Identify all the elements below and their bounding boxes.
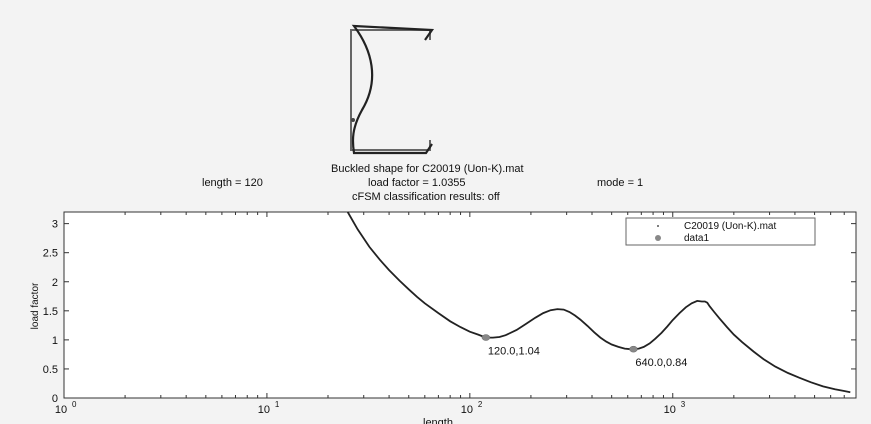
x-tick-label: 10 bbox=[55, 404, 67, 416]
y-axis: 0 0.5 1 1.5 2 2.5 3 bbox=[43, 219, 856, 405]
x-axis-label: length bbox=[423, 417, 453, 424]
data1-point bbox=[481, 334, 491, 341]
data1-point bbox=[629, 345, 638, 353]
length-readout: length = 120 bbox=[202, 177, 263, 189]
x-tick-exponent: 0 bbox=[72, 400, 77, 409]
x-tick-label: 10 bbox=[258, 404, 270, 416]
data-tip-label: 120.0,1.04 bbox=[488, 346, 540, 358]
x-axis: 10 0 10 1 10 2 10 3 bbox=[55, 212, 857, 416]
buckled-shape-diagram bbox=[350, 24, 435, 155]
node-marker bbox=[351, 118, 355, 122]
x-tick-exponent: 3 bbox=[681, 400, 686, 409]
mode-readout: mode = 1 bbox=[597, 177, 644, 189]
series-layer bbox=[346, 211, 851, 394]
x-tick-label: 10 bbox=[461, 404, 473, 416]
buckled-section bbox=[351, 24, 435, 155]
x-tick-label: 10 bbox=[664, 404, 676, 416]
y-tick-label: 2 bbox=[52, 277, 58, 289]
legend-label-series-1: C20019 (Uon-K).mat bbox=[684, 221, 776, 232]
y-tick-label: 3 bbox=[52, 219, 58, 231]
legend[interactable]: C20019 (Uon-K).mat data1 bbox=[625, 217, 816, 246]
y-tick-label: 0.5 bbox=[43, 364, 58, 376]
x-tick-exponent: 2 bbox=[478, 400, 483, 409]
buckled-shape-panel: Buckled shape for C20019 (Uon-K).mat len… bbox=[0, 0, 871, 210]
y-tick-label: 0 bbox=[52, 393, 58, 405]
shape-title: Buckled shape for C20019 (Uon-K).mat bbox=[331, 163, 524, 175]
data-tip-label: 640.0,0.84 bbox=[635, 357, 687, 369]
y-tick-label: 2.5 bbox=[43, 248, 58, 260]
y-tick-label: 1 bbox=[52, 335, 58, 347]
cfsm-status: cFSM classification results: off bbox=[352, 191, 500, 203]
series-line-c20019 bbox=[346, 211, 851, 394]
legend-marker-series-2 bbox=[655, 235, 661, 241]
legend-marker-series-1 bbox=[657, 225, 659, 227]
x-tick-exponent: 1 bbox=[275, 400, 280, 409]
y-axis-label: load factor bbox=[30, 282, 41, 329]
load-factor-readout: load factor = 1.0355 bbox=[368, 177, 466, 189]
y-tick-label: 1.5 bbox=[43, 306, 58, 318]
annotation-layer: 120.0,1.04 640.0,0.84 bbox=[488, 346, 688, 370]
legend-label-series-2: data1 bbox=[684, 233, 709, 244]
